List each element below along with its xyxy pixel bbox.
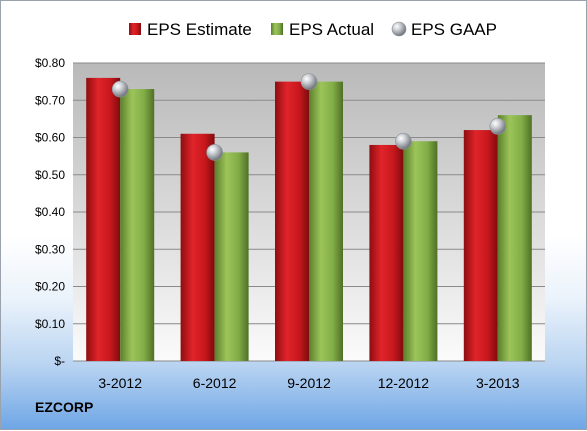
y-tick-label: $0.70	[35, 93, 65, 107]
x-tick-label: 9-2012	[287, 375, 331, 391]
marker-eps-gaap	[395, 132, 412, 150]
bar-eps-actual	[214, 152, 249, 361]
bar-eps-actual	[120, 89, 155, 361]
bar-eps-estimate	[180, 133, 215, 361]
marker-eps-gaap	[206, 144, 223, 161]
bar-eps-estimate	[369, 144, 404, 361]
legend-swatch-eps-estimate	[129, 23, 141, 35]
x-tick-label: 6-2012	[193, 375, 237, 391]
company-name: EZCORP	[35, 399, 94, 415]
legend: EPS Estimate EPS Actual EPS GAAP	[129, 20, 497, 39]
y-tick-label: $0.80	[35, 56, 65, 70]
y-tick-label: $-	[54, 354, 65, 368]
marker-eps-gaap	[489, 118, 507, 135]
legend-label: EPS Actual	[289, 20, 374, 39]
y-axis-tick-labels: $- $0.10 $0.20 $0.30 $0.40 $0.50 $0.60 $0.70 $0.…	[35, 56, 65, 368]
bar-eps-actual	[403, 141, 438, 361]
y-tick-label: $0.10	[35, 317, 65, 331]
y-tick-label: $0.50	[35, 168, 65, 182]
y-tick-label: $0.60	[35, 131, 65, 145]
x-tick-label: 12-2012	[378, 375, 430, 391]
bar-eps-actual	[309, 81, 343, 361]
marker-eps-gaap	[300, 73, 318, 90]
legend-label: EPS Estimate	[147, 20, 252, 39]
legend-label: EPS GAAP	[411, 20, 497, 39]
legend-marker-eps-gaap	[391, 21, 407, 37]
bar-eps-estimate	[86, 77, 121, 362]
bar-eps-estimate	[275, 81, 309, 361]
marker-eps-gaap	[111, 80, 129, 98]
x-tick-label: 3-2013	[476, 375, 520, 391]
bars	[86, 77, 532, 362]
x-axis-tick-labels: 3-2012 6-2012 9-2012 12-2012 3-2013	[98, 375, 519, 391]
y-tick-label: $0.30	[35, 242, 65, 256]
x-tick-label: 3-2012	[98, 375, 142, 391]
y-tick-label: $0.20	[35, 280, 65, 294]
y-tick-label: $0.40	[35, 205, 65, 219]
bar-eps-estimate	[463, 130, 498, 361]
bar-eps-actual	[497, 115, 532, 362]
legend-swatch-eps-actual	[271, 23, 283, 35]
gaap-markers	[111, 73, 507, 161]
